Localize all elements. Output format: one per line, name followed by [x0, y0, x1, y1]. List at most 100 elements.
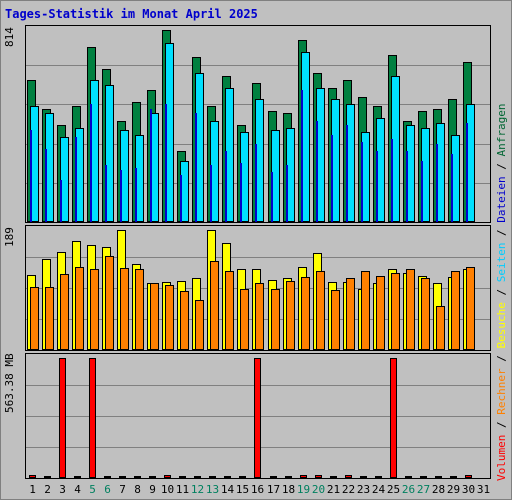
dateien-bar: [195, 113, 197, 222]
legend-item: Anfragen: [495, 103, 508, 164]
day-label: 24: [371, 483, 386, 496]
dateien-bar: [466, 123, 468, 222]
top-panel-max-label: 814: [3, 27, 16, 47]
dateien-bar: [376, 151, 378, 222]
volumen-bar: [345, 475, 352, 478]
rechner-bar: [90, 269, 99, 350]
volume-chart: [26, 358, 490, 478]
day-label: 10: [160, 483, 175, 496]
volumen-bar: [224, 476, 231, 478]
seiten-bar: [60, 137, 69, 222]
dateien-bar: [120, 170, 122, 222]
dateien-bar: [180, 175, 182, 222]
day-label: 5: [89, 483, 96, 496]
bottom-panel-max-label: 563.38 MB: [3, 353, 16, 413]
volumen-bar: [164, 475, 171, 478]
rechner-bar: [376, 276, 385, 350]
dateien-bar: [135, 168, 137, 222]
rechner-bar: [406, 269, 415, 350]
dateien-bar: [346, 125, 348, 222]
rechner-bar: [271, 289, 280, 350]
rechner-bar: [466, 267, 475, 350]
rechner-bar: [210, 261, 219, 350]
dateien-bar: [436, 144, 438, 222]
legend-item: /: [495, 355, 508, 369]
legend-item: Besuche: [495, 302, 508, 356]
dateien-bar: [421, 161, 423, 222]
day-label: 11: [175, 483, 190, 496]
rechner-bar: [240, 289, 249, 350]
middle-panel-max-label: 189: [3, 227, 16, 247]
rechner-bar: [180, 291, 189, 350]
volumen-bar: [270, 476, 277, 478]
day-label: 2: [44, 483, 51, 496]
graph-title: Tages-Statistik im Monat April 2025: [5, 7, 258, 21]
dateien-bar: [391, 139, 393, 222]
day-label: 26: [401, 483, 416, 496]
volumen-bar: [104, 476, 111, 478]
rechner-bar: [301, 277, 310, 350]
day-label: 16: [250, 483, 265, 496]
day-label: 15: [235, 483, 250, 496]
legend-item: /: [495, 229, 508, 243]
day-label: 3: [59, 483, 66, 496]
volumen-bar: [149, 476, 156, 478]
day-label: 21: [326, 483, 341, 496]
volumen-bar: [119, 476, 126, 478]
volumen-bar: [74, 476, 81, 478]
volumen-bar: [59, 358, 66, 478]
volumen-bar: [405, 476, 412, 478]
dateien-bar: [301, 90, 303, 222]
dateien-bar: [165, 104, 167, 222]
legend-item: Seiten: [495, 242, 508, 289]
dateien-bar: [75, 137, 77, 222]
volumen-bar: [390, 358, 397, 478]
rechner-bar: [75, 267, 84, 350]
dateien-bar: [361, 142, 363, 222]
rechner-bar: [30, 287, 39, 350]
rechner-bar: [391, 273, 400, 350]
volumen-bar: [29, 475, 36, 478]
day-label: 27: [416, 483, 431, 496]
dateien-bar: [286, 165, 288, 222]
visits-hosts-panel: [25, 225, 491, 351]
rechner-bar: [286, 281, 295, 350]
day-label: 9: [149, 483, 156, 496]
series-legend: Volumen / Rechner / Besuche / Seiten / D…: [495, 103, 509, 481]
day-label: 7: [119, 483, 126, 496]
rechner-bar: [255, 283, 264, 350]
dateien-bar: [271, 172, 273, 222]
rechner-bar: [60, 274, 69, 350]
dateien-bar: [225, 151, 227, 222]
requests-chart: [26, 30, 490, 222]
day-label: 22: [341, 483, 356, 496]
day-label: 30: [461, 483, 476, 496]
rechner-bar: [451, 271, 460, 350]
volume-panel: [25, 353, 491, 479]
requests-pages-panel: [25, 25, 491, 223]
day-label: 28: [431, 483, 446, 496]
rechner-bar: [105, 256, 114, 350]
volumen-bar: [450, 476, 457, 478]
day-label: 14: [220, 483, 235, 496]
dateien-bar: [60, 180, 62, 222]
rechner-bar: [225, 271, 234, 350]
volumen-bar: [179, 476, 186, 478]
legend-item: /: [495, 421, 508, 435]
dateien-bar: [451, 154, 453, 222]
volumen-bar: [44, 476, 51, 478]
volumen-bar: [239, 476, 246, 478]
day-label: 29: [446, 483, 461, 496]
dateien-bar: [210, 165, 212, 222]
dateien-bar: [240, 163, 242, 222]
rechner-bar: [135, 269, 144, 350]
legend-item: Rechner: [495, 368, 508, 422]
dateien-bar: [45, 149, 47, 222]
day-label: 12: [190, 483, 205, 496]
dateien-bar: [30, 130, 32, 222]
volumen-bar: [209, 476, 216, 478]
day-label: 19: [296, 483, 311, 496]
legend-item: /: [495, 288, 508, 303]
rechner-bar: [436, 306, 445, 350]
volumen-bar: [300, 475, 307, 478]
